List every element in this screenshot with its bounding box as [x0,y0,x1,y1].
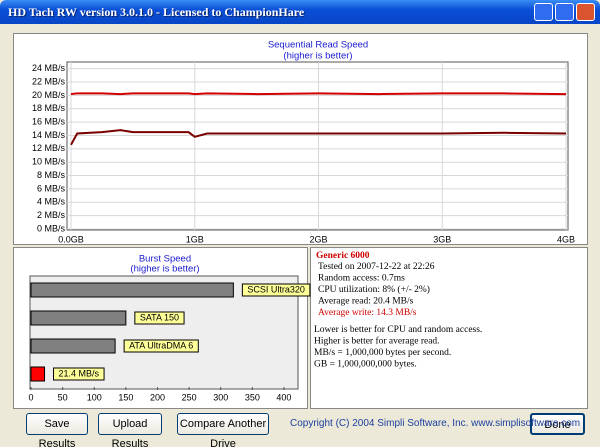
y-tick-label: 8 MB/s [37,170,66,180]
y-tick-label: 22 MB/s [32,76,66,86]
chart-subtitle: (higher is better) [283,51,352,62]
info-line: Tested on 2007-12-22 at 22:26 [318,262,435,272]
chart-subtitle: (higher is better) [130,264,199,275]
x-tick-label: 50 [58,392,68,402]
y-tick-label: 16 MB/s [32,116,66,126]
x-tick-label: 350 [245,392,260,402]
x-tick-label: 150 [118,392,133,402]
bar-label: SCSI Ultra320 [247,284,305,294]
y-tick-label: 14 MB/s [32,130,66,140]
chart-title: Burst Speed [139,254,191,265]
x-tick-label: 250 [182,392,197,402]
close-button[interactable] [576,3,595,21]
x-tick-label: 300 [213,392,228,402]
upload-button[interactable]: Upload Results [98,413,162,447]
x-tick-label: 0.0GB [58,234,84,244]
x-tick-label: 2GB [309,234,327,244]
x-tick-label: 400 [276,392,291,402]
done-button[interactable]: Done [530,413,585,435]
x-tick-label: 100 [87,392,102,402]
plot-area [66,61,569,231]
label-box [134,311,185,325]
y-tick-label: 20 MB/s [32,90,66,100]
bar [30,282,234,298]
y-tick-label: 6 MB/s [37,183,66,193]
info-note: MB/s = 1,000,000 bytes per second. [314,348,451,358]
compare-button[interactable]: Compare Another Drive [177,413,269,447]
info-line: CPU utilization: 8% (+/- 2%) [318,284,430,295]
y-tick-label: 2 MB/s [37,210,66,220]
label-box [123,339,199,353]
chart-title: Sequential Read Speed [268,40,368,51]
x-tick-label: 1GB [186,234,204,244]
x-tick-label: 200 [150,392,165,402]
label-box [241,283,311,297]
info-line: Average write: 14.3 MB/s [318,308,417,318]
info-note: Lower is better for CPU and random acces… [314,324,482,335]
bar-label: SATA 150 [140,312,179,322]
save-button[interactable]: Save Results [26,413,88,447]
y-tick-label: 4 MB/s [37,197,66,207]
drive-name: Generic 6000 [316,251,370,261]
x-tick-label: 0 [28,392,33,402]
maximize-button[interactable] [555,3,574,21]
y-tick-label: 18 MB/s [32,103,66,113]
info-note: Higher is better for average read. [314,336,440,347]
title-bar: HD Tach RW version 3.0.1.0 - Licensed to… [0,0,600,24]
info-line: Average read: 20.4 MB/s [318,297,414,307]
y-tick-label: 10 MB/s [32,157,66,167]
x-tick-label: 3GB [433,234,451,244]
data-line [70,129,567,146]
data-line [70,92,567,96]
x-tick-label: 4GB [557,234,575,244]
minimize-button[interactable] [534,3,553,21]
bar-label: ATA UltraDMA 6 [129,340,193,350]
info-line: Random access: 0.7ms [318,274,405,284]
y-tick-label: 12 MB/s [32,143,66,153]
window-title: HD Tach RW version 3.0.1.0 - Licensed to… [8,5,305,19]
info-panel [310,247,588,409]
bar [30,310,127,326]
bar [30,366,46,382]
y-tick-label: 24 MB/s [32,63,66,73]
bar [30,338,116,354]
y-tick-label: 0 MB/s [37,223,66,233]
copyright: Copyright (C) 2004 Simpli Software, Inc.… [290,418,581,429]
bar-label: 21.4 MB/s [59,368,100,378]
info-note: GB = 1,000,000,000 bytes. [314,360,417,370]
label-box [53,367,105,381]
